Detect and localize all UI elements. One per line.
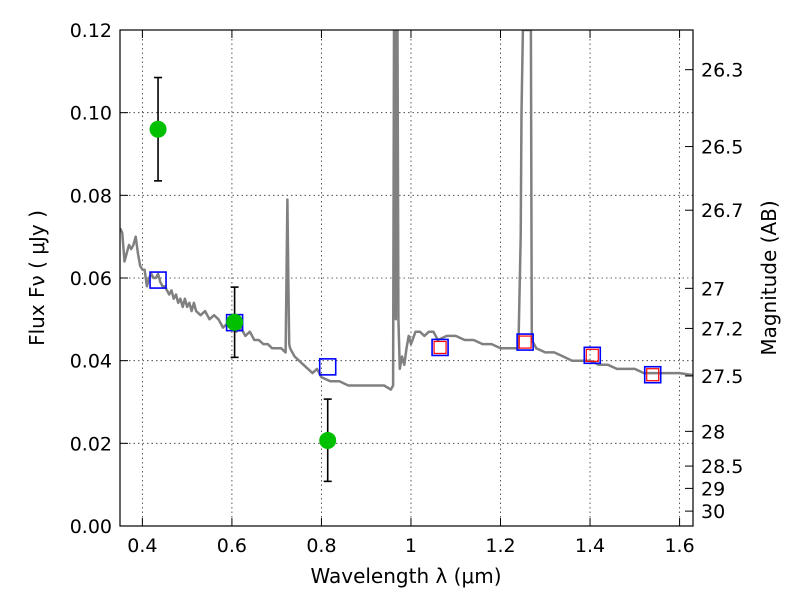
upper-limit-square	[518, 335, 532, 349]
x-tick-label: 1.2	[485, 535, 515, 557]
x-tick-label: 0.6	[217, 535, 247, 557]
plot-area	[120, 30, 693, 391]
y-tick-label: 0.06	[70, 268, 112, 290]
upper-limit-square	[433, 340, 447, 355]
x-tick-label: 1.4	[575, 535, 605, 557]
axes-ticks: 0.4 0.6 0.8 1 1.2 1.4 1.6 0.00 0.02 0.04 0.06 0.08 0…	[70, 20, 744, 557]
y-tick-label: 0.10	[70, 103, 112, 125]
upper-limit-square	[585, 348, 599, 362]
y-tick-label: 0.08	[70, 185, 112, 207]
y-tick-label: 0.00	[70, 516, 112, 538]
model-photometry-square	[516, 333, 534, 351]
x-axis-label: Wavelength λ (μm)	[310, 564, 501, 588]
observed-flux-point	[226, 313, 244, 331]
markers	[149, 76, 662, 483]
grid	[120, 30, 693, 526]
y2-tick-label: 26.7	[701, 200, 743, 222]
y2-tick-label: 30	[701, 501, 725, 523]
model-photometry-square	[431, 338, 449, 357]
y2-tick-label: 26.5	[701, 137, 743, 159]
y-tick-label: 0.02	[70, 433, 112, 455]
model-sed-line	[120, 30, 693, 391]
x-tick-label: 0.8	[306, 535, 336, 557]
y2-tick-label: 27.5	[701, 366, 743, 388]
model-photometry-square	[149, 271, 167, 289]
y2-tick-label: 28	[701, 421, 725, 443]
observed-flux-point	[319, 431, 337, 449]
x-tick-label: 0.4	[127, 535, 157, 557]
y2-axis-label: Magnitude (AB)	[757, 200, 781, 355]
model-photometry-square	[318, 358, 337, 376]
y2-tick-label: 26.3	[701, 60, 743, 82]
model-photometry-square	[643, 365, 662, 384]
y-axis-label: Flux Fν ( μJy )	[25, 210, 49, 346]
x-tick-label: 1.6	[664, 535, 694, 557]
y2-tick-label: 28.5	[701, 456, 743, 478]
upper-limit-square	[646, 368, 660, 382]
y-tick-label: 0.12	[70, 20, 112, 42]
model-photometry-square	[583, 346, 602, 365]
y-tick-label: 0.04	[70, 351, 112, 373]
y2-tick-label: 29	[701, 478, 725, 500]
x-tick-label: 1	[405, 535, 417, 557]
y2-tick-label: 27.2	[701, 318, 743, 340]
observed-flux-point	[149, 120, 167, 138]
y2-tick-label: 27	[701, 278, 725, 300]
